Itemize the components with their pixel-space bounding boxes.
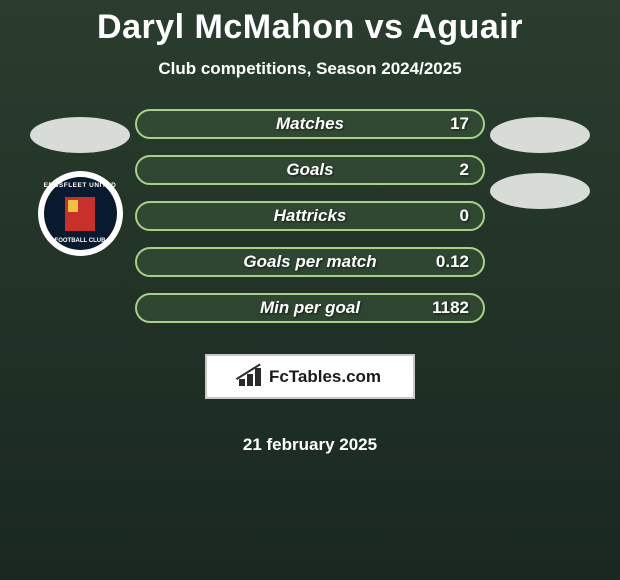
- stat-label: Hattricks: [274, 206, 347, 226]
- right-avatar-placeholder-1: [490, 117, 590, 153]
- stat-label: Min per goal: [260, 298, 360, 318]
- date-text: 21 february 2025: [243, 435, 377, 455]
- club-badge: EBBSFLEET UNITED FOOTBALL CLUB: [38, 171, 123, 256]
- stat-row-goals: Goals 2: [135, 155, 485, 185]
- stat-value: 0: [460, 206, 469, 226]
- stat-row-matches: Matches 17: [135, 109, 485, 139]
- club-badge-top-text: EBBSFLEET UNITED: [44, 182, 117, 189]
- club-badge-center-shape: [65, 197, 95, 231]
- stats-column: Matches 17 Goals 2 Hattricks 0 Goals per…: [135, 109, 485, 455]
- stat-row-goals-per-match: Goals per match 0.12: [135, 247, 485, 277]
- stat-label: Goals: [286, 160, 333, 180]
- club-badge-bottom-text: FOOTBALL CLUB: [44, 238, 117, 244]
- stat-value: 2: [460, 160, 469, 180]
- right-player-column: [485, 109, 595, 209]
- page-title: Daryl McMahon vs Aguair: [0, 8, 620, 47]
- stat-label: Matches: [276, 114, 344, 134]
- stat-row-hattricks: Hattricks 0: [135, 201, 485, 231]
- main-container: Daryl McMahon vs Aguair Club competition…: [0, 0, 620, 455]
- bar-chart-icon: [239, 368, 265, 386]
- stat-label: Goals per match: [243, 252, 376, 272]
- subtitle: Club competitions, Season 2024/2025: [0, 59, 620, 79]
- site-badge-text: FcTables.com: [269, 367, 381, 387]
- stat-value: 0.12: [436, 252, 469, 272]
- stat-row-min-per-goal: Min per goal 1182: [135, 293, 485, 323]
- site-badge: FcTables.com: [205, 354, 415, 399]
- left-avatar-placeholder: [30, 117, 130, 153]
- club-badge-inner: EBBSFLEET UNITED FOOTBALL CLUB: [44, 177, 117, 250]
- bar-chart-icon-bar: [255, 368, 261, 386]
- stat-value: 17: [450, 114, 469, 134]
- left-player-column: EBBSFLEET UNITED FOOTBALL CLUB: [25, 109, 135, 256]
- stat-value: 1182: [432, 298, 469, 318]
- right-avatar-placeholder-2: [490, 173, 590, 209]
- comparison-area: EBBSFLEET UNITED FOOTBALL CLUB Matches 1…: [0, 109, 620, 455]
